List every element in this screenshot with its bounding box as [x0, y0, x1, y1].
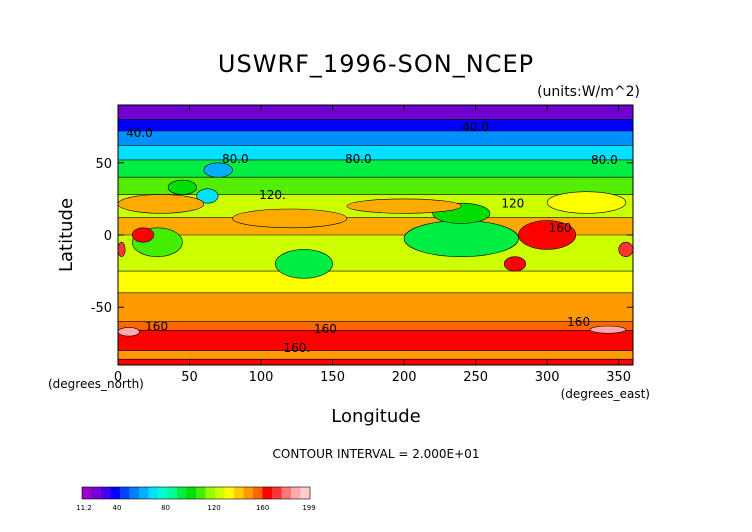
colorbar-swatch-2 — [101, 487, 111, 499]
contour-label-4: 80.0 — [591, 153, 618, 167]
colorbar-swatch-19 — [262, 487, 273, 499]
colorbar-swatch-23 — [300, 487, 311, 499]
x-tick-label-250: 250 — [463, 370, 488, 385]
colorbar-swatch-10 — [177, 487, 187, 499]
contour-label-7: 160 — [549, 221, 572, 235]
contour-label-10: 160. — [283, 341, 310, 355]
colorbar-swatch-12 — [196, 487, 206, 499]
x-axis-ticks: 0 50 100 150 200 250 300 350 — [114, 105, 631, 385]
y-axis-ticks: -50 0 50 — [91, 157, 633, 316]
colorbar-tick-label-40: 40 — [113, 504, 122, 512]
contour-label-6: 120 — [501, 197, 524, 211]
colorbar — [81, 486, 311, 500]
plot-area — [118, 105, 633, 365]
region-south-america-red — [518, 220, 577, 250]
zonal-bands — [118, 105, 633, 365]
region-south-pink-2 — [589, 325, 627, 334]
x-tick-label-100: 100 — [249, 370, 274, 385]
units-label: (units:W/m^2) — [537, 84, 640, 100]
zonal-band-12 — [118, 330, 633, 351]
colorbar-frame — [81, 486, 311, 500]
x-unit-label: (degrees_east) — [561, 387, 650, 401]
contour-label-11: 160 — [567, 315, 590, 329]
contour-label-2: 80.0 — [222, 152, 249, 166]
zonal-band-3 — [118, 145, 633, 160]
y-unit-label: (degrees_north) — [48, 377, 144, 391]
zonal-band-1 — [118, 119, 633, 131]
zonal-band-0 — [118, 105, 633, 120]
colorbar-swatch-4 — [120, 487, 130, 499]
colorbar-swatch-13 — [205, 487, 216, 499]
y-tick-label--50: -50 — [91, 301, 112, 316]
x-tick-label-150: 150 — [320, 370, 345, 385]
region-east-edge-red — [618, 241, 633, 257]
colorbar-max-label: 199 — [302, 504, 315, 512]
x-axis-label: Longitude — [331, 406, 421, 427]
x-tick-label-0: 0 — [114, 370, 122, 385]
zonal-band-14 — [118, 359, 633, 365]
contour-label-3: 80.0 — [345, 152, 372, 166]
region-green-patch-west — [167, 179, 197, 195]
colorbar-swatch-9 — [167, 487, 178, 499]
contour-label-9: 160 — [314, 322, 337, 336]
colorbar-swatch-22 — [291, 487, 301, 499]
y-axis-label: Latitude — [56, 198, 77, 272]
contour-label-5: 120. — [259, 188, 286, 202]
colorbar-swatch-0 — [82, 487, 92, 499]
colorbar-swatch-7 — [148, 487, 159, 499]
y-tick-label-50: 50 — [95, 157, 112, 172]
colorbar-swatch-8 — [158, 487, 168, 499]
regions — [118, 162, 633, 337]
colorbar-swatch-16 — [234, 487, 244, 499]
colorbar-swatch-17 — [243, 487, 254, 499]
colorbar-swatch-11 — [186, 487, 197, 499]
chart-title: USWRF_1996-SON_NCEP — [218, 50, 534, 78]
x-tick-label-300: 300 — [535, 370, 560, 385]
colorbar-tick-label-160: 160 — [256, 504, 269, 512]
contour-label-8: 160 — [145, 319, 168, 333]
x-tick-label-200: 200 — [392, 370, 417, 385]
zonal-band-10 — [118, 292, 633, 322]
region-asia-orange — [232, 208, 348, 229]
contour-labels: 40.0 40.0 80.0 80.0 80.0 120. 120 160 160 160 160.… — [126, 120, 618, 355]
zonal-band-2 — [118, 131, 633, 146]
contour-label-0: 40.0 — [126, 126, 153, 140]
region-west-edge-red — [118, 241, 126, 257]
colorbar-swatch-15 — [224, 487, 235, 499]
zonal-band-13 — [118, 350, 633, 360]
contour-interval: CONTOUR INTERVAL = 2.000E+01 — [273, 447, 480, 461]
colorbar-swatch-3 — [110, 487, 121, 499]
region-south-pink-1 — [118, 327, 140, 337]
colorbar-swatch-18 — [253, 487, 263, 499]
region-andes-red — [503, 256, 527, 272]
region-africa-red — [132, 227, 155, 243]
colorbar-swatch-6 — [139, 487, 149, 499]
region-east-pacific-yellow — [546, 191, 627, 214]
contour-label-1: 40.0 — [462, 120, 489, 134]
colorbar-tick-label-80: 80 — [161, 504, 170, 512]
colorbar-swatch-20 — [272, 487, 282, 499]
region-sahara-orange — [118, 194, 205, 214]
region-cyan-patch-atlantic — [196, 188, 219, 204]
zonal-band-9 — [118, 271, 633, 293]
region-pacific-orange — [346, 198, 462, 214]
region-indian-ocean-green — [275, 249, 333, 279]
x-tick-label-50: 50 — [181, 370, 198, 385]
colorbar-swatch-14 — [215, 487, 225, 499]
colorbar-swatch-21 — [281, 487, 292, 499]
zonal-band-4 — [118, 159, 633, 178]
x-tick-label-350: 350 — [606, 370, 631, 385]
y-tick-label-0: 0 — [104, 229, 112, 244]
colorbar-labels: 11.2 199 40 80 120 160 — [76, 504, 315, 512]
colorbar-min-label: 11.2 — [76, 504, 92, 512]
region-north-america-high — [203, 162, 233, 178]
colorbar-tick-label-120: 120 — [207, 504, 220, 512]
zonal-band-11 — [118, 321, 633, 331]
region-maritime-green — [403, 220, 519, 257]
colorbar-swatch-1 — [91, 487, 102, 499]
colorbar-swatch-5 — [129, 487, 140, 499]
zonal-band-5 — [118, 177, 633, 195]
